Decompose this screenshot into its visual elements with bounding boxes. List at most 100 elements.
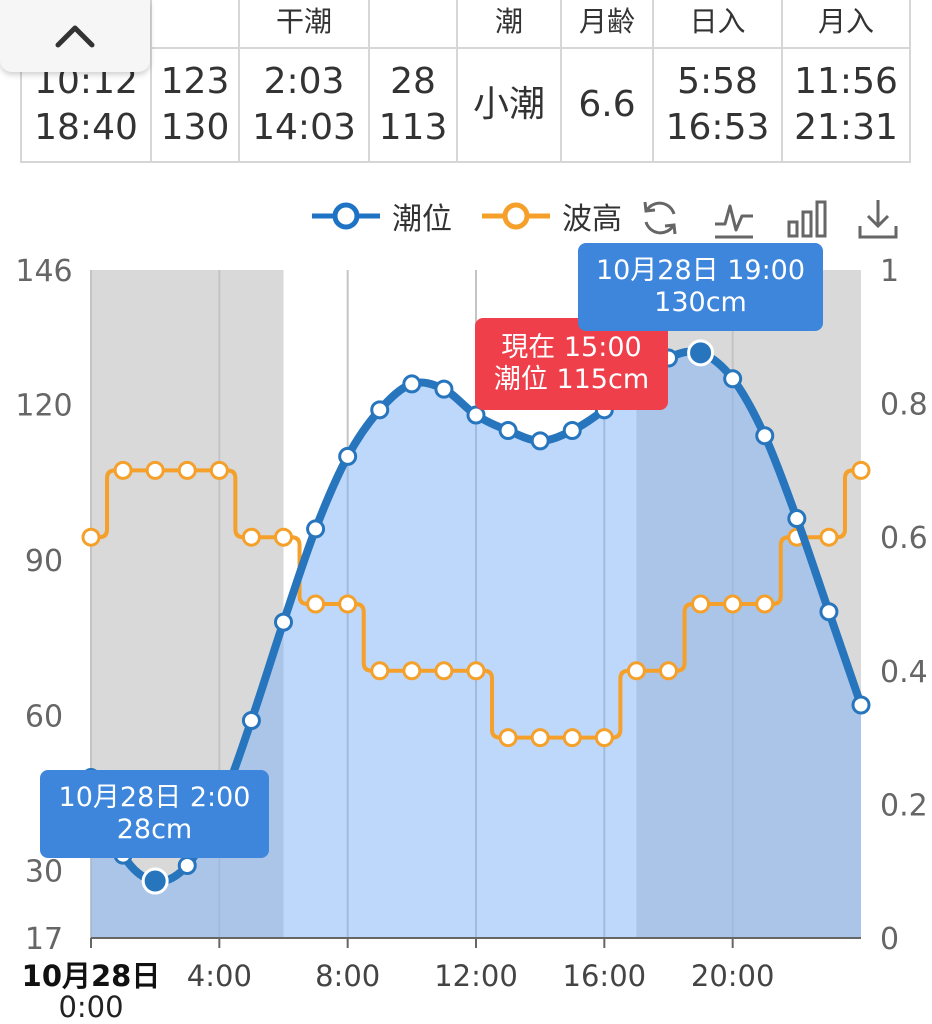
table-header-label: 潮 [494, 5, 523, 38]
table-cell-value: 130 [160, 107, 230, 148]
tide-point [498, 421, 518, 441]
download-icon[interactable] [856, 196, 900, 240]
legend-tide-marker [312, 202, 380, 230]
table-cell-value: 11:56 [794, 61, 898, 102]
y-left-tick-label: 60 [25, 699, 63, 734]
table-cell-value: 5:58 [677, 61, 758, 102]
table-header-label: 月齢 [578, 5, 635, 38]
legend-wave-label: 波高 [562, 202, 622, 237]
wave-point [177, 460, 197, 480]
high-tide-tooltip-time: 10月28日 19:00 [595, 255, 806, 286]
table-cell-value: 6.6 [578, 84, 636, 125]
tide-point [402, 374, 422, 394]
table-header: 干潮 [238, 0, 368, 47]
table-header: 潮 [456, 0, 560, 47]
y-left-tick-label: 17 [25, 922, 63, 957]
wave-point [691, 594, 711, 614]
tide-point [177, 856, 197, 876]
table-header: 月入 [781, 0, 911, 47]
x-tick-label: 4:00 [187, 959, 252, 993]
collapse-button[interactable] [0, 0, 150, 72]
tide-point [530, 431, 550, 451]
wave-point [81, 527, 101, 547]
low-tide-times-cell: 2:03 14:03 [238, 49, 368, 161]
low-tide-tooltip: 10月28日 2:00 28cm [40, 770, 269, 858]
tide-point [787, 509, 807, 529]
x-tick-label: 16:00 [563, 959, 647, 993]
y-right-tick-label: 0.8 [880, 388, 928, 423]
table-cell-value: 123 [160, 61, 230, 102]
wave-height-line [91, 468, 861, 740]
tide-point [338, 446, 358, 466]
x-tick-label: 12:00 [434, 959, 518, 993]
wave-point [274, 527, 293, 547]
tide-point [755, 426, 775, 446]
tide-point [274, 612, 293, 632]
tide-point [851, 695, 871, 715]
y-left-tick-label: 90 [25, 544, 63, 579]
legend-tide-label: 潮位 [392, 202, 452, 237]
y-right-tick-label: 0.4 [880, 655, 928, 690]
wave-point [851, 460, 871, 480]
legend-wave[interactable]: 波高 [480, 196, 622, 237]
tide-point [562, 421, 582, 441]
high-tide-tooltip: 10月28日 19:00 130cm [578, 243, 823, 331]
wave-point [466, 661, 486, 681]
table-header-label: 日入 [689, 5, 746, 38]
high-tide-tooltip-value: 130cm [654, 287, 747, 318]
legend-wave-marker [482, 202, 550, 230]
current-tide-tooltip: 現在 15:00 潮位 115cm [475, 318, 668, 410]
table-header-row: 干潮 潮 月齢 日入 月入 [20, 0, 911, 49]
moon-age-cell: 6.6 [560, 49, 652, 161]
wave-point [498, 728, 518, 748]
tide-point [819, 602, 839, 622]
table-cell-value: 小潮 [472, 84, 545, 125]
x-tick-sublabel: 0:00 [58, 990, 123, 1024]
wave-point [370, 661, 390, 681]
wave-point [626, 661, 646, 681]
legend-tide[interactable]: 潮位 [310, 196, 452, 237]
wave-point [659, 661, 678, 681]
tide-summary-table: 干潮 潮 月齢 日入 月入 10:12 18:40 123 130 2:03 1… [20, 0, 911, 163]
chevron-up-icon [55, 25, 95, 48]
tide-extreme-point [141, 867, 169, 895]
y-left-tick-label: 120 [15, 389, 72, 424]
wave-point [819, 527, 839, 547]
y-right-tick-label: 0.2 [880, 788, 928, 823]
wave-point [209, 460, 229, 480]
table-row: 10:12 18:40 123 130 2:03 14:03 28 113 小潮… [20, 49, 911, 163]
tide-point [434, 379, 454, 399]
tide-point [306, 519, 326, 539]
table-header: 日入 [652, 0, 781, 47]
tide-point [241, 711, 261, 731]
wave-point [530, 728, 550, 748]
table-cell-value: 21:31 [794, 107, 898, 148]
table-header-label: 月入 [817, 5, 874, 38]
table-header: 月齢 [560, 0, 652, 47]
table-cell-value: 28 [390, 61, 436, 102]
table-cell-value: 16:53 [665, 107, 770, 148]
tide-type-cell: 小潮 [456, 49, 560, 161]
wave-point [306, 594, 326, 614]
y-left-tick-label: 146 [15, 254, 72, 289]
wave-point [113, 460, 133, 480]
wave-point [241, 527, 261, 547]
line-chart-icon[interactable] [712, 196, 756, 240]
low-tide-levels-cell: 28 113 [368, 49, 456, 161]
wave-point [402, 661, 422, 681]
tide-point [370, 400, 390, 420]
table-cell-value: 18:40 [34, 107, 138, 148]
current-tide-tooltip-value: 潮位 115cm [493, 364, 650, 395]
x-tick-label: 8:00 [315, 959, 380, 993]
x-tick-label: 20:00 [691, 959, 775, 993]
refresh-icon[interactable] [638, 196, 682, 240]
bar-chart-icon[interactable] [785, 196, 829, 240]
low-tide-tooltip-time: 10月28日 2:00 [58, 782, 251, 813]
y-right-tick-label: 1 [880, 254, 899, 289]
table-header-label: 干潮 [275, 5, 332, 38]
wave-point [723, 594, 743, 614]
tide-extreme-point [687, 339, 715, 367]
tide-point [723, 369, 743, 389]
wave-point [562, 728, 582, 748]
current-tide-tooltip-time: 現在 15:00 [501, 332, 642, 363]
